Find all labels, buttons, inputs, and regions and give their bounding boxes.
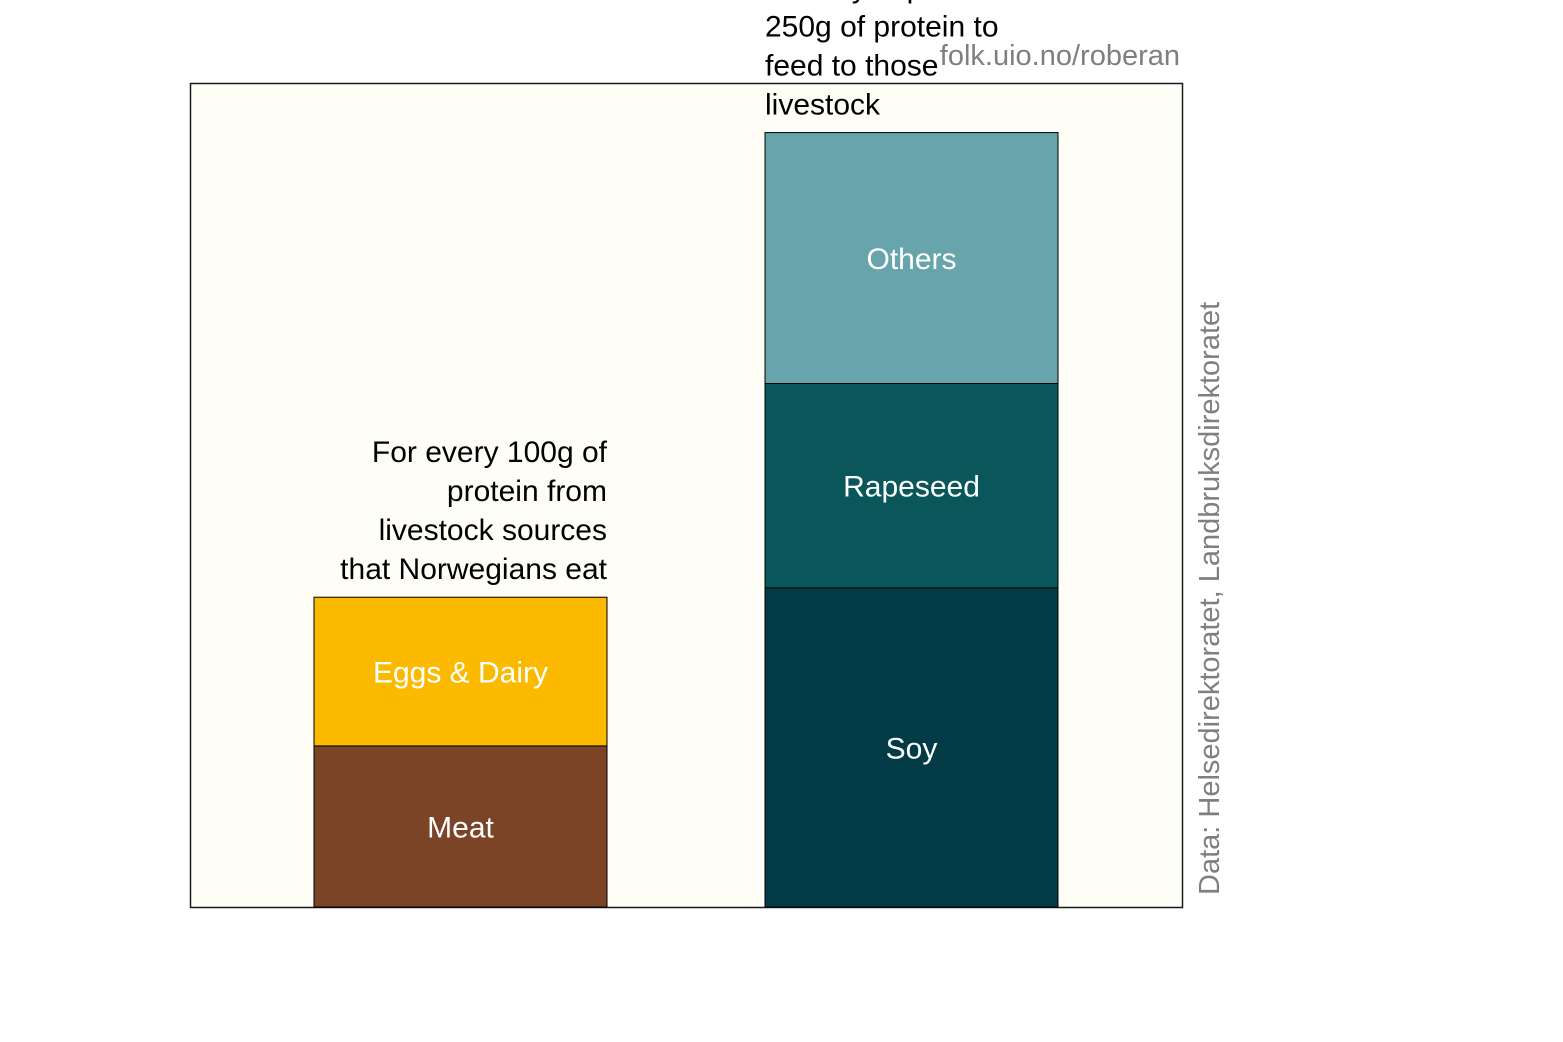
bar-segment-meat [313,745,608,908]
bars-layer: Meat Eggs & Dairy Soy Rapeseed Others [313,132,1059,908]
annotations-layer: For every 100g of protein from livestock s… [340,0,998,586]
bar-segment-others [764,132,1059,384]
annotation-line: 250g of protein to [765,11,999,44]
bar-segment-eggs-dairy [313,596,608,747]
credit-label: folk.uio.no/roberan [940,40,1180,72]
segment-label: Others [866,243,956,276]
annotation-line: protein from [447,475,607,508]
segment-label: Eggs & Dairy [373,657,548,690]
bar-annotation-consumed: For every 100g of protein from livestock s… [340,436,607,586]
annotation-line: livestock [765,89,881,122]
annotation-line: feed to those [765,50,938,83]
annotation-line: that Norwegians eat [340,553,607,586]
source-label: Data: Helsedirektoratet, Landbruksdirekt… [1194,302,1226,895]
bar-segment-rapeseed [764,382,1059,589]
bar-annotation-imported: Norway imports 250g of protein to feed to … [765,0,999,122]
annotation-line: livestock sources [379,514,607,547]
segment-label: Meat [427,811,494,844]
annotation-line: For every 100g of [372,436,608,469]
segment-label: Soy [886,732,938,765]
segment-label: Rapeseed [843,471,980,504]
annotation-line: Norway imports [765,0,973,5]
